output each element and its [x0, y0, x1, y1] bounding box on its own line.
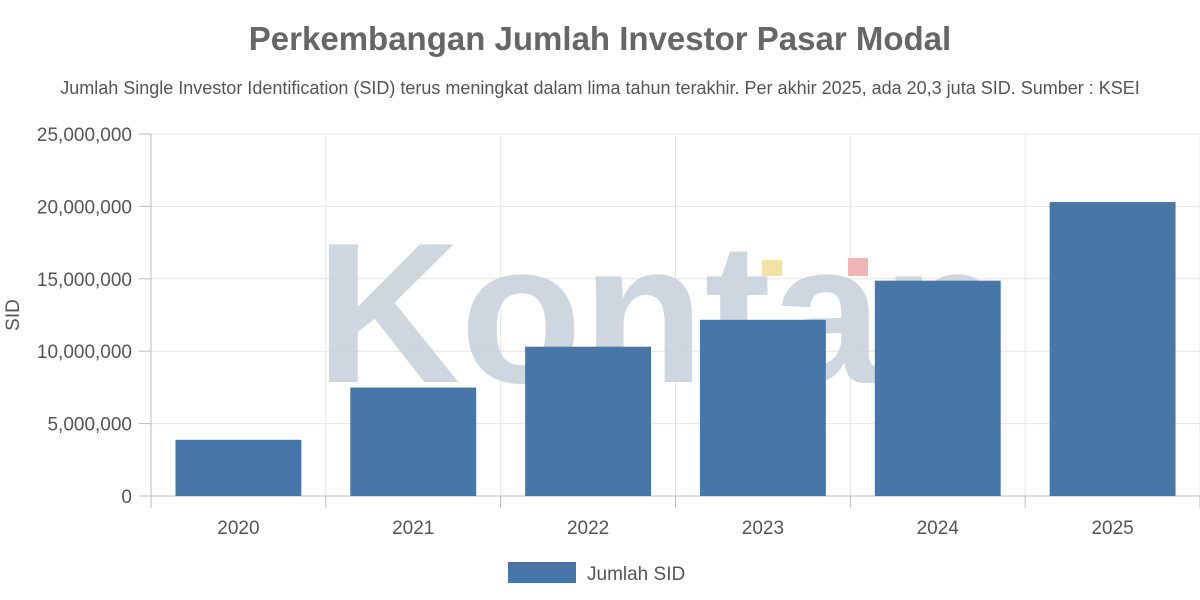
y-tick-labels: 0 5,000,000 10,000,000 15,000,000 20,000,000… [37, 125, 132, 508]
legend-swatch [508, 562, 576, 583]
legend[interactable]: Jumlah SID [508, 562, 685, 585]
bar-2024[interactable] [874, 280, 1001, 496]
y-axis-title: SID [3, 299, 24, 331]
y-tick-label: 20,000,000 [37, 197, 132, 218]
bar-2025[interactable] [1049, 202, 1176, 496]
legend-label: Jumlah SID [587, 564, 685, 585]
chart-title: Perkembangan Jumlah Investor Pasar Modal [249, 20, 951, 57]
bar-2023[interactable] [699, 319, 826, 496]
y-tick-label: 10,000,000 [37, 342, 132, 363]
x-tick-label: 2021 [392, 518, 434, 539]
bars [175, 202, 1176, 496]
x-tick-label: 2024 [917, 518, 960, 539]
y-tick-label: 25,000,000 [37, 125, 132, 146]
bar-2020[interactable] [175, 439, 302, 496]
x-tick-labels: 2020 2021 2022 2023 2024 2025 [217, 518, 1133, 539]
bar-2022[interactable] [525, 346, 652, 496]
y-tick-label: 15,000,000 [37, 270, 132, 291]
watermark-accent-red [848, 258, 868, 276]
chart-subtitle: Jumlah Single Investor Identification (S… [60, 78, 1140, 98]
watermark-accent-yellow [762, 260, 782, 276]
bar-2021[interactable] [350, 387, 477, 496]
x-tick-label: 2023 [742, 518, 784, 539]
axes [139, 133, 1200, 508]
x-tick-label: 2025 [1091, 518, 1133, 539]
y-tick-label: 5,000,000 [47, 415, 132, 436]
gridlines [150, 133, 1200, 497]
x-tick-label: 2020 [217, 518, 259, 539]
y-tick-label: 0 [121, 487, 132, 508]
x-tick-label: 2022 [567, 518, 609, 539]
